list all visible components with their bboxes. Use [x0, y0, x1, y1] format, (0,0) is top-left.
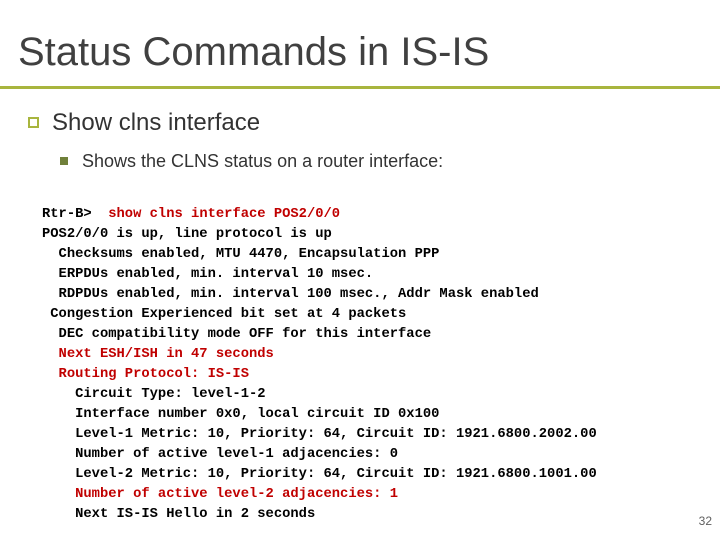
code-line: RDPDUs enabled, min. interval 100 msec.,… [42, 287, 539, 302]
slide: Status Commands in IS-IS Show clns inter… [0, 0, 720, 540]
command-text: show clns interface POS2/0/0 [108, 207, 340, 222]
code-line: Checksums enabled, MTU 4470, Encapsulati… [42, 247, 439, 262]
code-line-highlight: Number of active level-2 adjacencies: 1 [42, 487, 398, 502]
code-line: Level-2 Metric: 10, Priority: 64, Circui… [42, 467, 597, 482]
title-underline [0, 86, 720, 89]
bullet-level1: Show clns interface [24, 108, 694, 138]
code-line-highlight: Routing Protocol: IS-IS [42, 367, 249, 382]
code-line: Interface number 0x0, local circuit ID 0… [42, 407, 439, 422]
page-title: Status Commands in IS-IS [18, 30, 489, 75]
code-line: DEC compatibility mode OFF for this inte… [42, 327, 431, 342]
page-number: 32 [699, 514, 712, 528]
code-line: Congestion Experienced bit set at 4 pack… [42, 307, 406, 322]
code-line: Circuit Type: level-1-2 [42, 387, 266, 402]
content-area: Show clns interface Shows the CLNS statu… [24, 108, 694, 173]
terminal-output: Rtr-B> show clns interface POS2/0/0 POS2… [42, 205, 597, 525]
code-line: ERPDUs enabled, min. interval 10 msec. [42, 267, 373, 282]
prompt: Rtr-B> [42, 207, 108, 222]
code-line: Number of active level-1 adjacencies: 0 [42, 447, 398, 462]
bullet-level2: Shows the CLNS status on a router interf… [24, 150, 694, 173]
code-line-highlight: Next ESH/ISH in 47 seconds [42, 347, 274, 362]
code-line: Next IS-IS Hello in 2 seconds [42, 507, 315, 522]
code-line: POS2/0/0 is up, line protocol is up [42, 227, 332, 242]
code-line: Level-1 Metric: 10, Priority: 64, Circui… [42, 427, 597, 442]
